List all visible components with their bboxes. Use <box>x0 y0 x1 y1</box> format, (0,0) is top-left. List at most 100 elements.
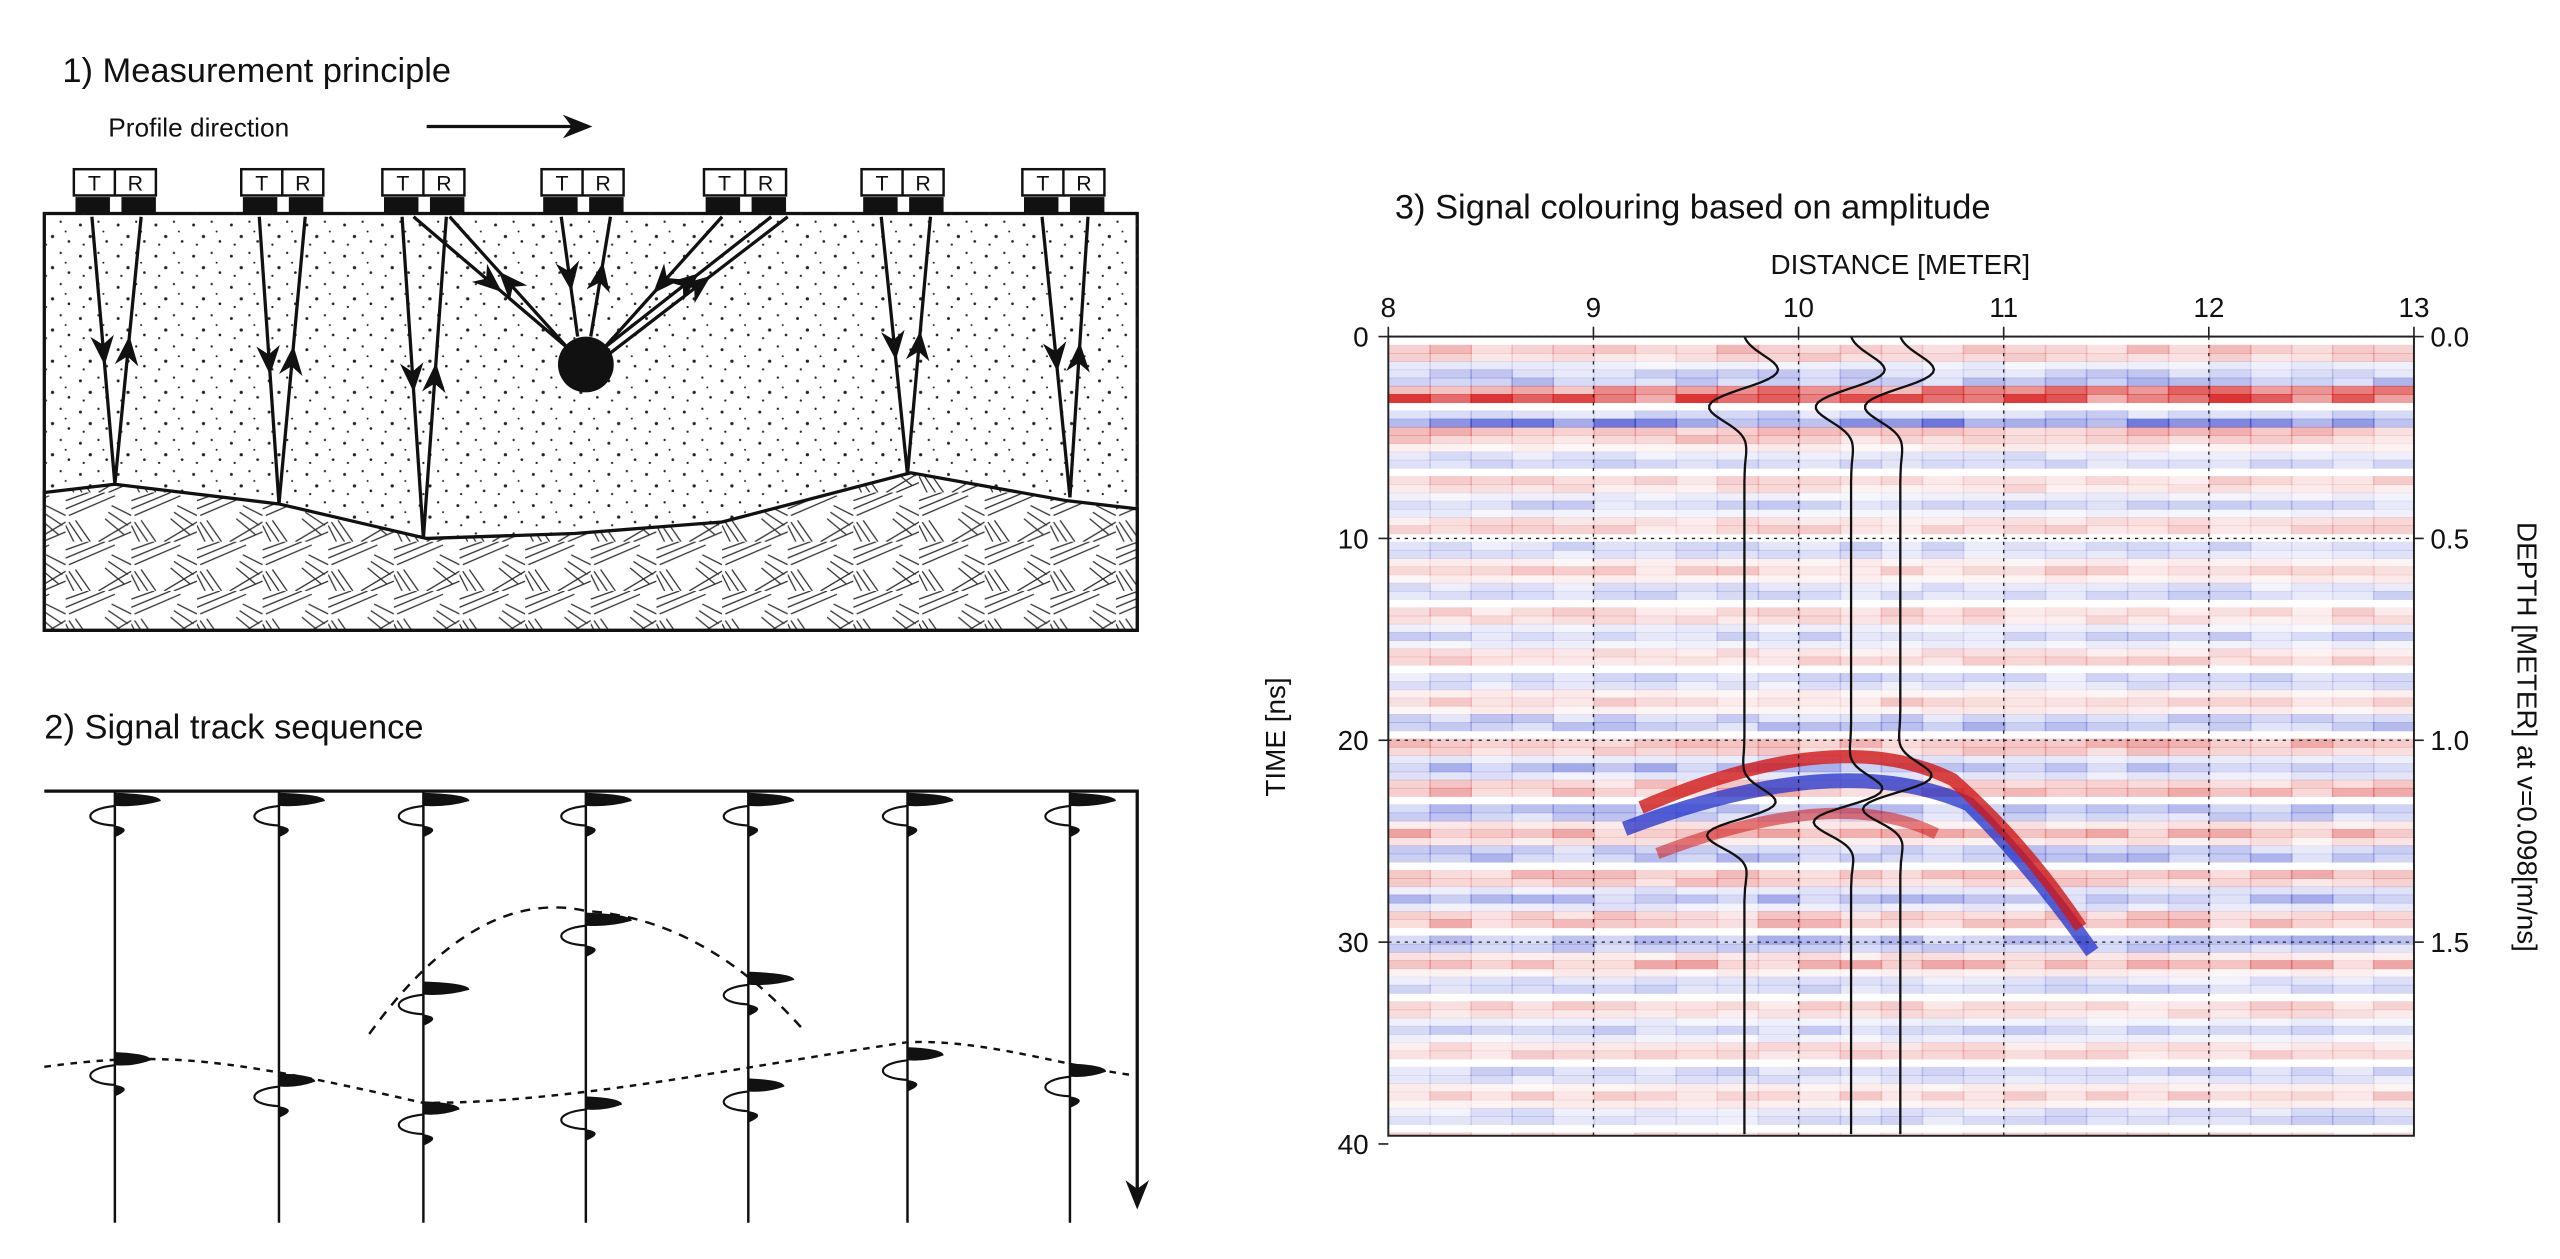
radar-cell <box>1552 615 1596 625</box>
radar-cell <box>2331 705 2375 715</box>
radar-cell <box>1921 919 1965 929</box>
radar-cell <box>1675 910 1719 920</box>
radar-cell <box>1429 476 1472 486</box>
radar-cell <box>2126 1025 2170 1035</box>
radar-cell <box>1798 820 1842 830</box>
radar-cell <box>1675 385 1719 395</box>
radar-cell <box>1675 525 1719 535</box>
radar-cell <box>2208 566 2252 576</box>
radar-cell <box>1388 689 1431 699</box>
radar-cell <box>2044 648 2088 658</box>
radar-cell <box>2249 845 2293 855</box>
radar-cell <box>2085 968 2129 978</box>
radar-cell <box>2290 672 2334 683</box>
radar-cell <box>1716 558 1760 568</box>
radar-cell <box>1470 1083 1514 1093</box>
reflection <box>1621 773 2099 957</box>
radar-cell <box>2085 943 2129 953</box>
radar-cell <box>2249 623 2293 633</box>
radar-cell <box>1429 894 1472 904</box>
radar-cell <box>1921 1034 1965 1044</box>
radar-cell <box>1429 631 1472 641</box>
radar-cell <box>2085 804 2129 814</box>
radar-cell <box>1675 656 1719 666</box>
radar-cell <box>2372 812 2414 822</box>
radar-cell <box>2290 1042 2334 1052</box>
radar-cell <box>2290 426 2334 436</box>
antenna-r: R <box>295 172 310 196</box>
radar-cell <box>2044 828 2088 838</box>
radar-cell <box>1675 820 1719 830</box>
radar-cell <box>1880 385 1924 395</box>
radar-cell <box>2249 451 2293 461</box>
radar-cell <box>1593 787 1637 797</box>
radar-cell <box>1593 697 1637 707</box>
radar-cell <box>1552 1075 1596 1085</box>
radar-cell <box>2372 640 2414 650</box>
radar-cell <box>1675 582 1719 592</box>
radar-cell <box>2167 960 2211 970</box>
radar-cell <box>1470 746 1514 756</box>
radar-cell <box>2372 705 2414 715</box>
radar-cell <box>2208 385 2252 395</box>
antenna-r: R <box>758 172 773 196</box>
radar-cell <box>1839 590 1883 600</box>
radar-cell <box>2249 902 2293 912</box>
radar-cell <box>1429 951 1472 961</box>
radar-cell <box>1470 1025 1514 1035</box>
antenna-r: R <box>436 172 451 196</box>
ray <box>399 216 426 539</box>
radar-cell <box>1470 828 1514 838</box>
radar-cell <box>2044 369 2088 379</box>
radar-cell <box>1839 640 1883 650</box>
radar-cell <box>2208 1083 2252 1093</box>
wavelet-lobe2 <box>423 1014 434 1026</box>
radar-cell <box>2372 689 2414 699</box>
y-tick-label: 20 <box>1338 725 1369 756</box>
radar-cell <box>1634 697 1678 707</box>
radar-cell <box>1634 648 1678 658</box>
radar-cell <box>2003 1025 2047 1035</box>
radar-cell <box>1675 492 1719 502</box>
radar-cell <box>2003 935 2047 945</box>
radar-cell <box>1552 582 1596 592</box>
radar-cell <box>1470 648 1514 658</box>
radar-cell <box>1921 697 1965 707</box>
radar-cell <box>1921 951 1965 961</box>
radar-cell <box>1388 894 1431 904</box>
radar-cell <box>2126 582 2170 592</box>
radar-cell <box>1921 828 1965 838</box>
radar-cell <box>2044 615 2088 625</box>
radar-cell <box>2290 549 2334 559</box>
antenna-t: T <box>556 172 569 196</box>
radar-cell <box>1470 738 1514 748</box>
radar-cell <box>2331 418 2375 428</box>
radar-cell <box>1470 476 1514 486</box>
radar-cell <box>1675 476 1719 486</box>
radar-cell <box>2331 541 2375 551</box>
radar-cell <box>2003 779 2047 789</box>
radar-cell <box>1880 500 1924 510</box>
radar-cell <box>1675 1001 1719 1011</box>
radar-cell <box>1429 902 1472 912</box>
radar-cell <box>1880 377 1924 387</box>
radar-cell <box>1593 1009 1637 1019</box>
radar-cell <box>1552 902 1596 912</box>
radar-cell <box>2290 525 2334 535</box>
radar-cell <box>2331 976 2375 986</box>
radar-cell <box>1634 1066 1678 1076</box>
radar-cell <box>1839 1075 1883 1085</box>
radar-cell <box>2372 1001 2414 1011</box>
radar-cell <box>1511 697 1555 707</box>
radar-cell <box>2167 1009 2211 1019</box>
radar-cell <box>1552 812 1596 822</box>
radar-cell <box>1798 1083 1842 1093</box>
radar-cell <box>1511 1025 1555 1035</box>
radar-cell <box>2208 763 2252 773</box>
radar-cell <box>1921 755 1965 765</box>
radar-cell <box>1593 1099 1637 1109</box>
radar-cell <box>1511 1107 1555 1117</box>
radar-cell <box>1921 451 1965 461</box>
radar-cell <box>2167 1042 2211 1052</box>
radar-cell <box>2044 656 2088 666</box>
